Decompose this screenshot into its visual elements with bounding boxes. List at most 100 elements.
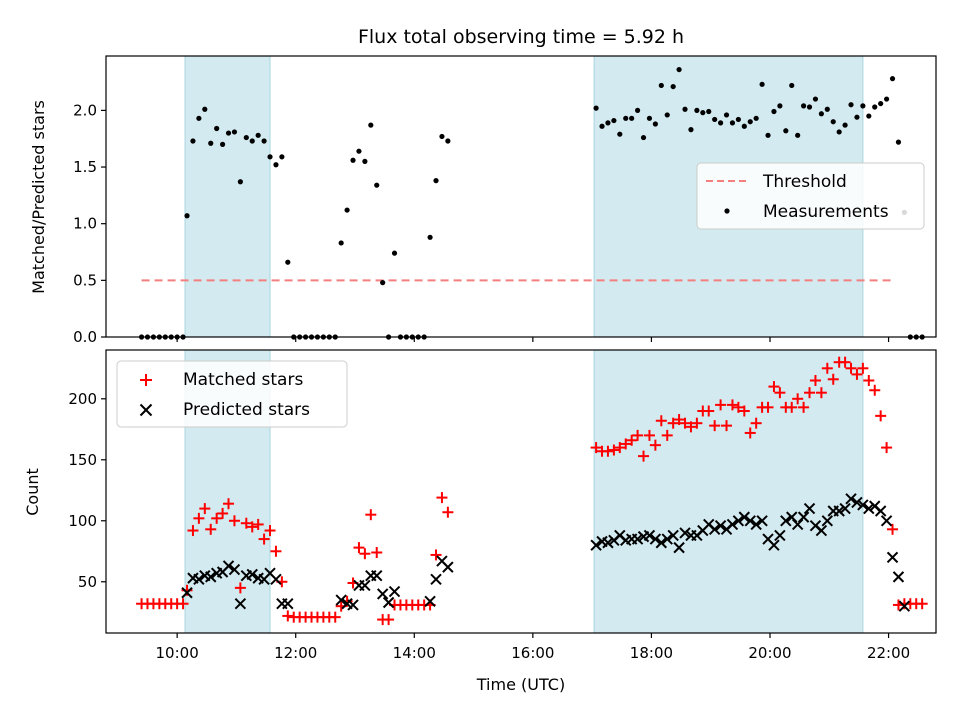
matched-stars-point xyxy=(679,417,691,429)
predicted-stars-point xyxy=(282,598,294,610)
predicted-stars-point xyxy=(845,493,857,505)
matched-stars-point xyxy=(608,444,620,456)
predicted-stars-point xyxy=(631,533,644,545)
legend-x-marker xyxy=(139,403,153,417)
measurement-point xyxy=(249,138,255,144)
matched-stars-point xyxy=(786,401,798,413)
matched-stars-point xyxy=(270,545,282,557)
matched-stars-point xyxy=(738,405,750,417)
predicted-stars-point xyxy=(880,515,893,527)
measurement-point xyxy=(184,213,190,219)
shaded-span xyxy=(184,55,271,338)
matched-stars-point xyxy=(809,374,821,386)
measurement-point xyxy=(362,158,368,164)
y-tick-label: 1.5 xyxy=(73,158,97,176)
predicted-stars-point xyxy=(886,551,899,564)
measurement-point xyxy=(830,119,836,125)
y-tick-label: 0.0 xyxy=(73,328,97,346)
top-y-axis-label: Matched/Predicted stars xyxy=(29,100,48,294)
top-legend: Threshold Measurements xyxy=(696,162,925,230)
matched-stars-point xyxy=(383,614,395,626)
matched-stars-point xyxy=(827,373,839,385)
measurement-point xyxy=(895,139,902,145)
predicted-stars-point xyxy=(371,569,383,582)
measurement-point xyxy=(741,123,747,129)
measurement-point xyxy=(593,105,599,111)
bottom-legend-box xyxy=(116,360,348,428)
predicted-stars-point xyxy=(667,529,679,542)
predicted-stars-point xyxy=(821,515,834,527)
predicted-stars-point xyxy=(851,496,863,509)
measurement-point xyxy=(664,112,670,118)
matched-stars-point xyxy=(750,417,762,429)
matched-stars-point xyxy=(768,381,780,393)
x-tick-label: 18:00 xyxy=(630,644,673,662)
matched-stars-point xyxy=(228,515,240,527)
chart-title: Flux total observing time = 5.92 h xyxy=(358,26,684,48)
predicted-stars-point xyxy=(193,573,205,586)
legend-matched-swatch xyxy=(140,374,152,386)
predicted-stars-point xyxy=(815,524,828,537)
matched-stars-point xyxy=(246,521,258,533)
matched-stars-point xyxy=(365,509,377,521)
predicted-stars-point xyxy=(803,502,816,515)
predicted-stars-point xyxy=(382,596,395,609)
x-tick-label: 10:00 xyxy=(156,644,199,662)
predicted-stars-point xyxy=(643,529,656,542)
measurement-point xyxy=(747,119,753,125)
measurement-point xyxy=(848,102,854,108)
measurement-point xyxy=(208,140,214,146)
measurement-point xyxy=(753,115,759,121)
predicted-stars-point xyxy=(726,518,739,531)
predicted-stars-point xyxy=(839,502,851,515)
x-tick-label: 12:00 xyxy=(274,644,317,662)
predicted-stars-point xyxy=(673,541,685,554)
predicted-stars-point xyxy=(756,515,768,527)
measurement-point xyxy=(706,108,712,115)
measurement-point xyxy=(427,234,433,240)
legend-predicted-label: Predicted stars xyxy=(183,400,310,420)
predicted-stars-point xyxy=(892,571,905,583)
legend-predicted-swatch xyxy=(139,403,153,417)
measurement-point xyxy=(712,116,718,123)
measurement-point xyxy=(694,107,700,113)
measurement-point xyxy=(735,116,741,123)
top-plot-frame xyxy=(105,55,937,338)
measurement-point xyxy=(818,111,824,117)
x-tick-label: 20:00 xyxy=(748,644,791,662)
predicted-stars-point xyxy=(234,598,247,610)
matched-stars-point xyxy=(638,450,650,462)
measurement-point xyxy=(196,115,202,121)
count-points xyxy=(136,356,928,626)
measurement-point xyxy=(599,123,605,129)
measurement-point xyxy=(380,280,386,286)
y-tick-label: 2.0 xyxy=(73,101,97,119)
matched-stars-point xyxy=(703,405,715,417)
matched-stars-point xyxy=(264,525,276,537)
predicted-stars-point xyxy=(732,515,745,527)
matched-stars-point xyxy=(851,368,863,380)
measurement-point xyxy=(676,66,682,73)
measurement-point xyxy=(658,82,664,89)
predicted-stars-point xyxy=(661,533,673,545)
measurement-point xyxy=(243,134,249,141)
matched-stars-point xyxy=(614,442,626,454)
matched-stars-point xyxy=(821,362,833,374)
measurement-point xyxy=(700,110,706,116)
measurement-point xyxy=(202,106,208,112)
measurement-point xyxy=(439,133,445,140)
matched-stars-point xyxy=(620,438,632,450)
predicted-stars-point xyxy=(863,502,875,515)
measurement-point xyxy=(605,120,611,126)
matched-stars-point xyxy=(436,492,448,504)
bottom-shaded-spans xyxy=(184,349,864,634)
measurement-point xyxy=(806,104,813,110)
bottom-x-ticks: 10:00 12:00 14:00 16:00 18:00 20:00 22:00 xyxy=(156,633,910,662)
measurement-point xyxy=(777,103,783,109)
matched-stars-point xyxy=(673,414,685,426)
measurement-point xyxy=(267,154,273,160)
measurement-point xyxy=(729,120,736,126)
measurement-point xyxy=(883,96,890,102)
measurement-point xyxy=(623,115,629,121)
predicted-stars-point xyxy=(744,515,756,527)
